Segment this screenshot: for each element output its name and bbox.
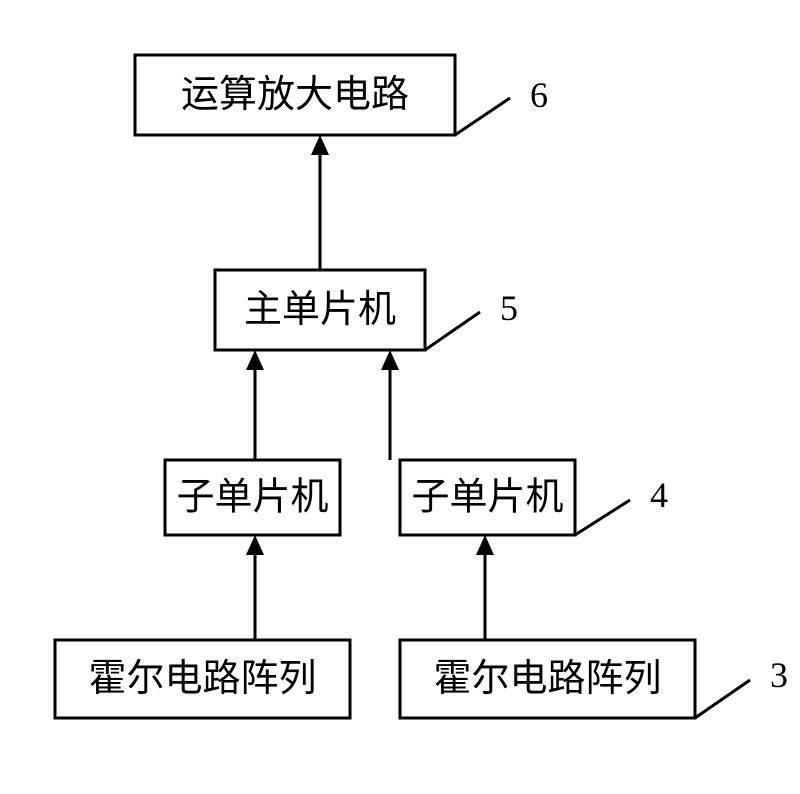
arrows-layer [246,135,494,640]
arrowhead-sub_mcu_l-to-main_mcu [246,350,264,370]
arrowhead-hall_l-to-sub_mcu_l [246,535,264,555]
leader-n4 [575,500,630,535]
label-sub_mcu_r: 子单片机 [411,477,563,519]
numbers-layer: 6 5 4 3 [500,75,788,695]
boxes-layer: 运算放大电路主单片机子单片机 子单片机霍尔电路阵列 霍尔电路阵列 [55,55,695,718]
number-n6: 6 [530,75,548,115]
block-diagram: 运算放大电路主单片机子单片机 子单片机霍尔电路阵列 霍尔电路阵列 6 5 4 3 [0,0,800,794]
label-main_mcu: 主单片机 [244,289,396,331]
number-n3: 3 [770,655,788,695]
leader-n3 [695,680,750,718]
leader-n5 [425,312,480,350]
number-n5: 5 [500,288,518,328]
leaders-layer [425,98,750,718]
arrowhead-main_mcu-to-op_amp [311,135,329,155]
label-op_amp: 运算放大电路 [181,74,409,116]
number-n4: 4 [650,475,668,515]
leader-n6 [455,98,510,135]
label-sub_mcu_l: 子单片机 [176,477,328,519]
arrowhead-sub_mcu_r-to-main_mcu [381,350,399,370]
arrowhead-hall_r-to-sub_mcu_r [476,535,494,555]
label-hall_l: 霍尔电路阵列 [88,658,316,700]
label-hall_r: 霍尔电路阵列 [433,658,661,700]
